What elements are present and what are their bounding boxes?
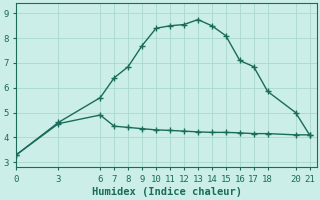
X-axis label: Humidex (Indice chaleur): Humidex (Indice chaleur): [92, 186, 242, 197]
